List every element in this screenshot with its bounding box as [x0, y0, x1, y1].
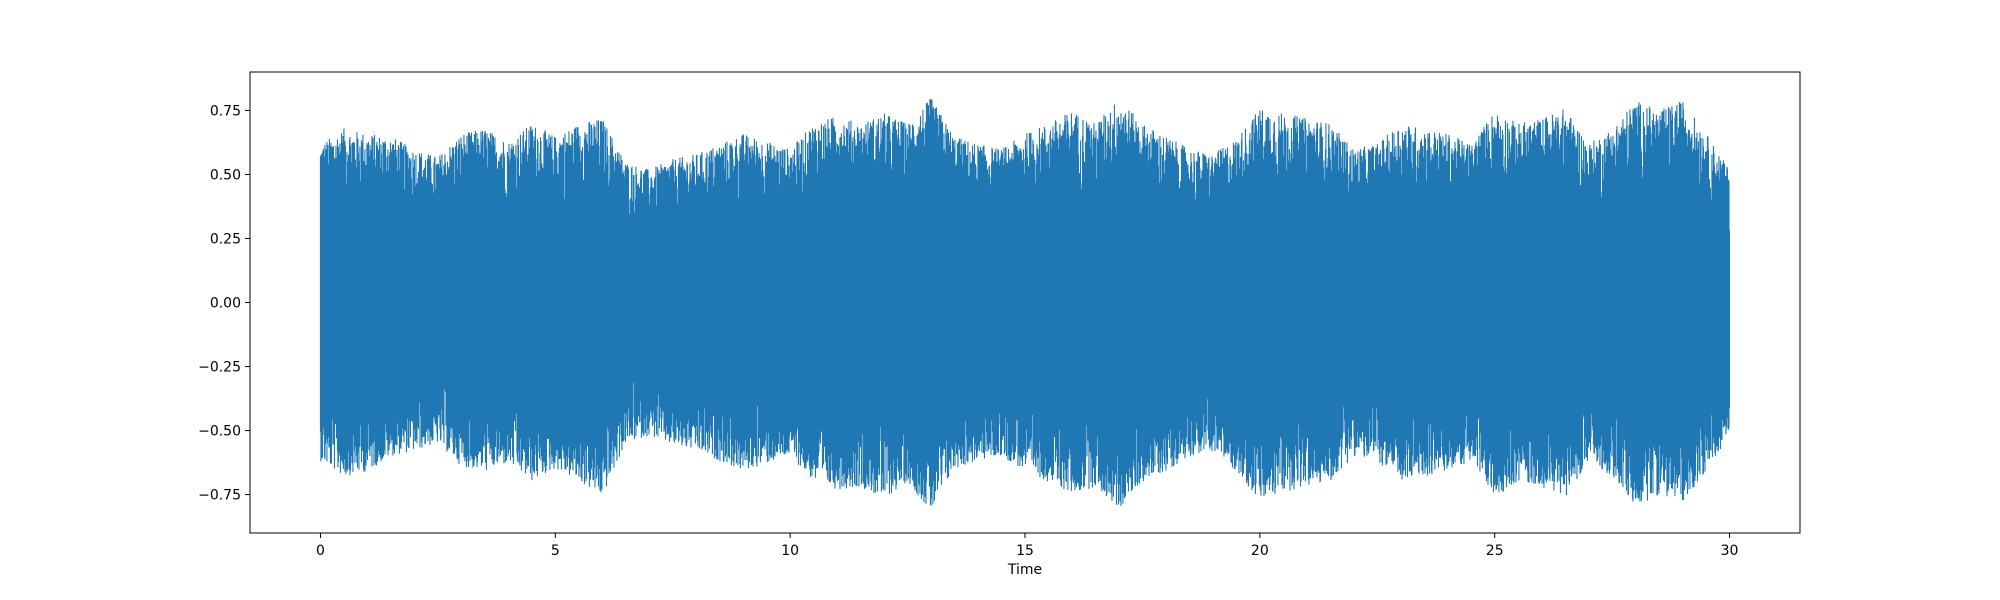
y-tick-label: −0.25 — [198, 360, 241, 376]
y-tick-label: −0.50 — [198, 424, 241, 440]
x-tick-label: 0 — [316, 543, 325, 559]
y-tick-label: 0.50 — [210, 167, 241, 183]
x-tick-label: 25 — [1486, 543, 1504, 559]
waveform-series-0 — [319, 98, 1730, 507]
y-tick-label: −0.75 — [198, 488, 241, 504]
x-tick-label: 5 — [551, 543, 560, 559]
x-tick-label: 10 — [781, 543, 799, 559]
x-tick-label: 20 — [1251, 543, 1269, 559]
x-axis-title: Time — [1007, 562, 1042, 578]
y-tick-label: 0.75 — [210, 103, 241, 119]
x-axis: 0 5 10 15 20 25 30 — [316, 533, 1738, 559]
waveform-layer — [319, 98, 1730, 507]
y-axis: −0.75 −0.50 −0.25 0.00 0.25 0.50 0.75 — [198, 103, 250, 504]
x-tick-label: 30 — [1721, 543, 1739, 559]
y-tick-label: 0.00 — [210, 296, 241, 312]
x-tick-label: 15 — [1016, 543, 1034, 559]
y-tick-label: 0.25 — [210, 231, 241, 247]
